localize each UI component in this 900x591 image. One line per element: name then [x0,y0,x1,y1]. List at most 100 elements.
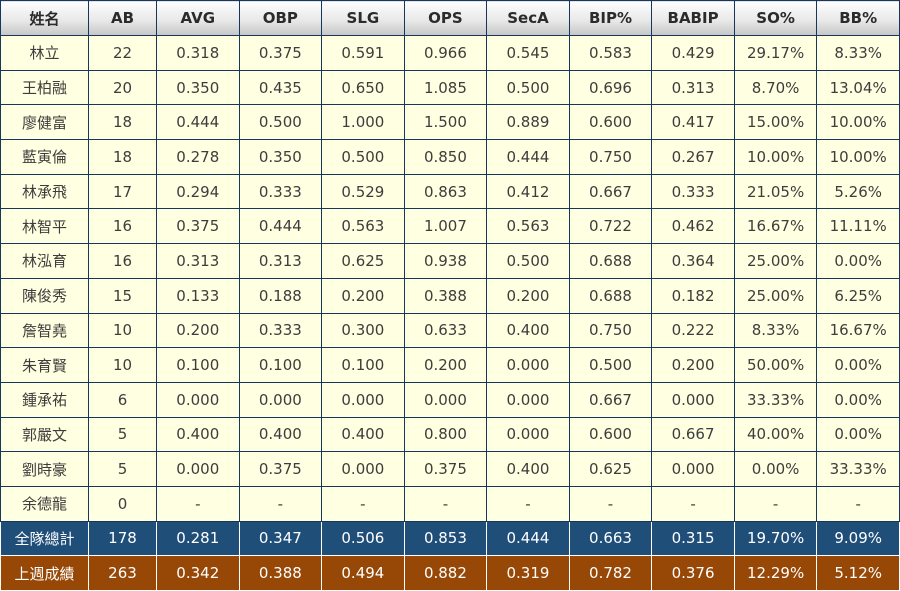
stat-cell: 0.625 [321,243,405,279]
stat-cell: 0.000 [651,451,735,487]
player-name-cell: 林智平 [0,208,89,245]
stat-cell: 0.182 [651,277,735,314]
stat-cell: 0.333 [238,173,323,210]
summary-stat-cell: 0.315 [651,520,735,557]
column-header: AB [88,0,157,36]
player-row: 藍寅倫 18 0.278 0.350 0.500 0.850 0.444 0.750 0.267… [0,139,900,175]
column-header: OBP [238,0,323,36]
stat-cell: 0.600 [568,104,653,141]
stat-cell: 0.188 [238,277,323,314]
stat-cell: 20 [88,69,157,106]
stat-cell: 0.688 [568,243,653,279]
stat-cell: 0.412 [486,173,570,210]
stat-cell: 0.563 [486,208,570,245]
stat-cell: 0.100 [156,347,240,383]
stat-cell: 0.667 [651,416,735,453]
summary-stat-cell: 0.281 [156,520,240,557]
stat-cell: 0.00% [816,243,900,279]
stat-cell: 0.000 [486,347,570,383]
stat-cell: 0.889 [486,104,570,141]
summary-stat-cell: 0.663 [568,520,653,557]
player-row: 余德龍 0- - - - - - - - - [0,485,900,522]
stat-cell: 0.500 [486,243,570,279]
summary-stat-cell: 178 [88,520,157,557]
stat-cell: 0.00% [816,347,900,383]
stat-cell: - [733,485,818,522]
stat-cell: 0.696 [568,69,653,106]
summary-stat-cell: 9.09% [816,520,900,557]
stat-cell: 16.67% [733,208,818,245]
stat-cell: 0.000 [238,381,323,418]
stat-cell: 0.633 [403,312,488,349]
player-row: 林泓育 16 0.313 0.313 0.625 0.938 0.500 0.688 0.364… [0,243,900,279]
stat-cell: 18 [88,139,157,175]
stat-cell: 0.00% [816,416,900,453]
stat-cell: 0.583 [568,35,653,71]
column-header: SLG [321,0,405,36]
stat-cell: 0.364 [651,243,735,279]
table-body: 林立 22 0.318 0.375 0.591 0.966 0.545 0.583 0.429 2… [0,35,900,591]
stat-cell: 17 [88,173,157,210]
player-row: 王柏融 20 0.350 0.435 0.650 1.085 0.500 0.696 0.313… [0,69,900,106]
column-header: BB% [816,0,900,36]
stat-cell: 0.313 [651,69,735,106]
stat-cell: 0.850 [403,139,488,175]
stat-cell: 33.33% [733,381,818,418]
stat-cell: 0 [88,485,157,522]
stat-cell: 0.375 [238,35,323,71]
stat-cell: 0.375 [403,451,488,487]
stat-cell: 18 [88,104,157,141]
player-row: 林承飛 17 0.294 0.333 0.529 0.863 0.412 0.667 0.333… [0,173,900,210]
stat-cell: 21.05% [733,173,818,210]
summary-stat-cell: 0.782 [568,555,653,591]
stat-cell: 0.375 [238,451,323,487]
stat-cell: 6.25% [816,277,900,314]
player-row: 詹智堯 10 0.200 0.333 0.300 0.633 0.400 0.750 0.222… [0,312,900,349]
stat-cell: 0.294 [156,173,240,210]
stat-cell: 0.000 [486,381,570,418]
summary-stat-cell: 0.319 [486,555,570,591]
stat-cell: 25.00% [733,277,818,314]
stat-cell: 0.429 [651,35,735,71]
stat-cell: - [486,485,570,522]
stat-cell: 0.318 [156,35,240,71]
stat-cell: 0.435 [238,69,323,106]
player-name-cell: 林承飛 [0,173,89,210]
stat-cell: 1.085 [403,69,488,106]
stat-cell: 1.500 [403,104,488,141]
stat-cell: 40.00% [733,416,818,453]
summary-stat-cell: 0.347 [238,520,323,557]
stat-cell: 0.313 [156,243,240,279]
player-name-cell: 藍寅倫 [0,139,89,175]
stat-cell: - [816,485,900,522]
player-name-cell: 劉時豪 [0,451,89,487]
stat-cell: 0.333 [238,312,323,349]
stat-cell: - [238,485,323,522]
stat-cell: 0.462 [651,208,735,245]
stat-cell: 25.00% [733,243,818,279]
player-name-cell: 王柏融 [0,69,89,106]
stat-cell: - [651,485,735,522]
stat-cell: 15 [88,277,157,314]
summary-stat-cell: 0.853 [403,520,488,557]
table-header: 姓名 AB AVG OBP SLG OPS SecA BIP% BABIP SO% BB% [0,0,900,36]
stat-cell: 0.563 [321,208,405,245]
stat-cell: 13.04% [816,69,900,106]
stat-cell: - [321,485,405,522]
stat-cell: 0.00% [733,451,818,487]
stat-cell: 11.11% [816,208,900,245]
stat-cell: 8.33% [816,35,900,71]
stat-cell: 0.000 [403,381,488,418]
stat-cell: 0.966 [403,35,488,71]
stat-cell: 0.400 [486,312,570,349]
player-name-cell: 陳俊秀 [0,277,89,314]
player-name-cell: 廖健富 [0,104,89,141]
stat-cell: 0.500 [486,69,570,106]
stat-cell: 0.750 [568,139,653,175]
player-row: 郭嚴文 5 0.400 0.400 0.400 0.800 0.000 0.600 0.667 4… [0,416,900,453]
stat-cell: 1.000 [321,104,405,141]
stat-cell: 0.222 [651,312,735,349]
stat-cell: 0.650 [321,69,405,106]
column-header: SecA [486,0,570,36]
player-name-cell: 林泓育 [0,243,89,279]
